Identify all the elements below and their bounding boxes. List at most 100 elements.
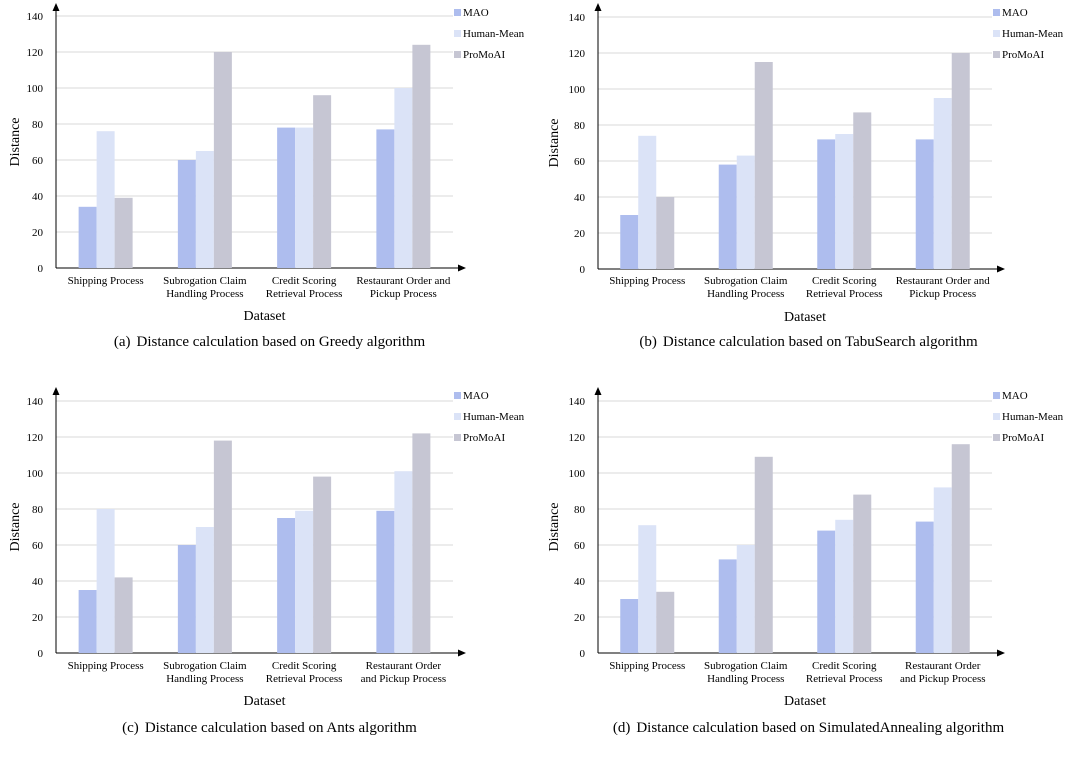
chart-svg-a: 0 20 40 60 80 100 120 140 Shipping Process Subrog… <box>8 3 525 324</box>
legend-swatch-promoai <box>993 51 1000 58</box>
y-tick-label: 100 <box>27 83 44 95</box>
y-axis-title: Distance <box>547 503 562 552</box>
bar-promoai-3 <box>853 494 872 653</box>
chart-caption-d: (d) Distance calculation based on Simulat… <box>539 720 1078 737</box>
x-tick-label: Credit Scoring Retrieval Process <box>266 275 343 300</box>
x-axis-title: Dataset <box>784 694 826 709</box>
legend-label-mao: MAO <box>463 7 489 19</box>
x-tick-label: Subrogation Claim Handling Process <box>163 660 247 685</box>
bar-promoai-1 <box>114 197 133 268</box>
panel-label-c: (c) <box>122 720 139 736</box>
y-tick-label: 60 <box>574 156 586 168</box>
chart-caption-b: (b) Distance calculation based on TabuSea… <box>539 334 1078 351</box>
chart-panel-c: 0 20 40 60 80 100 120 140 Shipping Process Subrog… <box>0 384 539 758</box>
bar-human-mean-3 <box>835 134 854 269</box>
chart-caption-c: (c) Distance calculation based on Ants al… <box>0 720 539 737</box>
y-axis-title: Distance <box>547 119 562 168</box>
y-tick-label: 120 <box>569 432 586 444</box>
panel-label-d: (d) <box>612 720 631 736</box>
legend-swatch-mao <box>993 9 1000 16</box>
bar-mao-2 <box>718 164 737 269</box>
bar-promoai-2 <box>213 440 232 653</box>
y-tick-label: 20 <box>32 227 44 239</box>
x-tick-label: Credit Scoring Retrieval Process <box>806 275 883 300</box>
bar-promoai-4 <box>951 53 970 269</box>
bar-mao-4 <box>376 510 395 653</box>
x-axis-title: Dataset <box>244 694 286 709</box>
bar-mao-2 <box>177 545 196 653</box>
legend-label-promoai: ProMoAI <box>463 49 506 61</box>
panel-label-b: (b) <box>639 334 657 350</box>
y-tick-label: 80 <box>574 504 586 516</box>
y-tick-label: 0 <box>580 648 586 660</box>
y-tick-label: 0 <box>38 263 44 275</box>
chart-caption-a: (a) Distance calculation based on Greedy … <box>0 334 539 351</box>
x-axis-arrow <box>458 649 466 657</box>
legend-label-promoai: ProMoAI <box>463 432 506 444</box>
bar-human-mean-1 <box>638 525 657 653</box>
y-tick-label: 140 <box>27 11 44 23</box>
legend-label-mao: MAO <box>1002 7 1028 19</box>
legend-label-human-mean: Human-Mean <box>1002 411 1064 423</box>
caption-text-a: Distance calculation based on Greedy alg… <box>136 334 426 350</box>
y-tick-label: 0 <box>38 648 44 660</box>
y-tick-label: 0 <box>580 264 586 276</box>
x-tick-label: Restaurant Order and Pickup Process <box>361 660 447 685</box>
legend-label-promoai: ProMoAI <box>1002 432 1045 444</box>
bar-mao-4 <box>376 129 395 268</box>
bar-promoai-4 <box>412 44 431 268</box>
y-axis-arrow <box>594 387 602 395</box>
chart-svg-d: 0 20 40 60 80 100 120 140 Shipping Process Subrog… <box>547 387 1064 709</box>
bar-human-mean-1 <box>96 131 115 268</box>
y-tick-label: 100 <box>569 468 586 480</box>
x-tick-label: Restaurant Order and Pickup Process <box>900 660 986 685</box>
chart-svg-b: 0 20 40 60 80 100 120 140 Shipping Process Subrog… <box>547 3 1064 325</box>
y-axis-arrow <box>52 387 60 395</box>
legend-label-mao: MAO <box>463 390 489 402</box>
bar-human-mean-3 <box>295 510 314 653</box>
bar-promoai-1 <box>656 197 675 269</box>
bar-human-mean-2 <box>736 545 755 653</box>
legend-swatch-human-mean <box>454 413 461 420</box>
legend-label-human-mean: Human-Mean <box>1002 28 1064 40</box>
bar-human-mean-1 <box>638 135 657 269</box>
legend-swatch-promoai <box>454 51 461 58</box>
y-tick-label: 40 <box>574 576 586 588</box>
x-tick-label: Shipping Process <box>68 660 144 672</box>
y-tick-label: 80 <box>32 504 44 516</box>
bar-mao-3 <box>817 530 836 653</box>
x-tick-label: Restaurant Order and Pickup Process <box>356 275 451 300</box>
x-tick-label: Credit Scoring Retrieval Process <box>806 660 883 685</box>
bar-human-mean-1 <box>96 509 115 653</box>
y-tick-label: 60 <box>32 540 44 552</box>
y-axis-title: Distance <box>8 118 23 167</box>
legend-swatch-promoai <box>993 434 1000 441</box>
bar-mao-3 <box>817 139 836 269</box>
y-tick-label: 40 <box>32 576 44 588</box>
legend-label-promoai: ProMoAI <box>1002 49 1045 61</box>
y-tick-label: 40 <box>574 192 586 204</box>
bar-human-mean-2 <box>195 527 214 653</box>
y-tick-label: 20 <box>574 228 586 240</box>
caption-text-c: Distance calculation based on Ants algor… <box>144 720 417 736</box>
bar-human-mean-3 <box>835 519 854 653</box>
y-tick-label: 60 <box>574 540 586 552</box>
chart-panel-d: 0 20 40 60 80 100 120 140 Shipping Process Subrog… <box>539 384 1078 758</box>
y-tick-label: 100 <box>27 468 44 480</box>
panel-label-a: (a) <box>113 334 131 350</box>
x-tick-label: Subrogation Claim Handling Process <box>704 275 788 300</box>
bar-human-mean-2 <box>736 155 755 269</box>
bar-human-mean-4 <box>394 471 413 653</box>
chart-panel-b: 0 20 40 60 80 100 120 140 Shipping Process Subrog… <box>539 0 1078 374</box>
x-tick-label: Shipping Process <box>609 275 685 287</box>
bar-mao-4 <box>915 139 934 269</box>
y-tick-label: 20 <box>574 612 586 624</box>
x-axis-arrow <box>997 265 1005 273</box>
bar-mao-1 <box>620 215 639 269</box>
x-tick-label: Subrogation Claim Handling Process <box>163 275 247 300</box>
bar-promoai-3 <box>313 95 332 268</box>
y-tick-label: 80 <box>574 120 586 132</box>
bar-human-mean-4 <box>933 487 952 653</box>
bar-promoai-1 <box>114 577 133 653</box>
bar-promoai-1 <box>656 591 675 653</box>
